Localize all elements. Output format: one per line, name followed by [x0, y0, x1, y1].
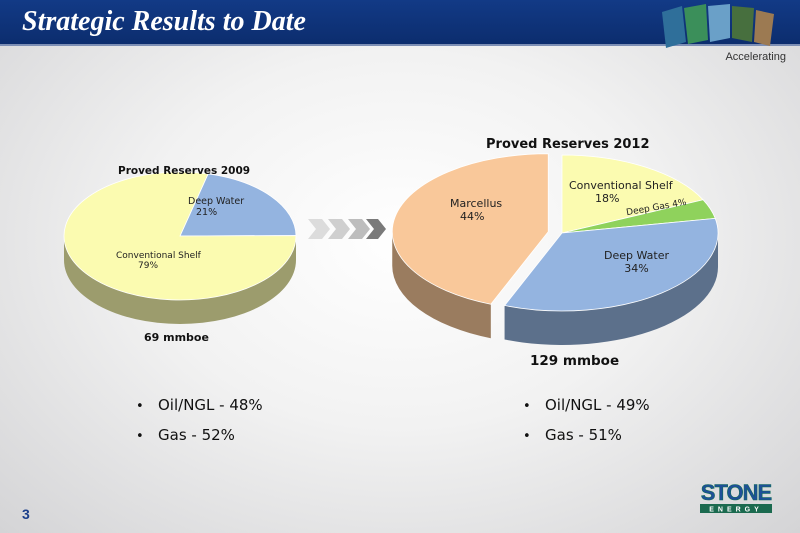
slice-label-deep-water-2012: Deep Water 34%	[604, 249, 670, 275]
pie-2009	[63, 171, 297, 324]
bullet-item: Gas - 52%	[136, 426, 263, 444]
slice-label-marcellus: Marcellus 44%	[450, 197, 503, 223]
stone-energy-logo: STONE ENERGY	[700, 480, 773, 514]
slice-conventional-shelf	[63, 171, 297, 301]
bullets-2012: Oil/NGL - 49% Gas - 51%	[523, 396, 650, 456]
slice-side-marcellus	[392, 231, 491, 339]
slice-conventional-shelf	[561, 154, 704, 234]
slide-title: Strategic Results to Date	[22, 6, 306, 37]
image-strip	[662, 4, 774, 48]
chart-title-2009: Proved Reserves 2009	[118, 165, 251, 177]
total-2009: 69 mmboe	[144, 331, 209, 344]
bullet-item: Oil/NGL - 48%	[136, 396, 263, 414]
total-2012: 129 mmboe	[530, 353, 620, 369]
header-divider	[0, 44, 800, 46]
tagline: Accelerating	[725, 51, 786, 63]
slice-side-conventional-shelf	[64, 236, 296, 324]
arrow-chevrons	[308, 219, 386, 239]
slice-deep-water	[179, 173, 297, 237]
page-number: 3	[22, 506, 30, 522]
slice-side-deep-water	[504, 233, 719, 345]
pie-2012	[391, 153, 719, 345]
svg-text:ENERGY: ENERGY	[709, 507, 763, 514]
bullet-item: Gas - 51%	[523, 426, 650, 444]
slice-deep-water	[503, 217, 719, 312]
bullets-2009: Oil/NGL - 48% Gas - 52%	[136, 396, 263, 456]
chart-title-2012: Proved Reserves 2012	[486, 137, 650, 152]
slice-marcellus	[391, 153, 549, 305]
svg-text:STONE: STONE	[701, 480, 772, 505]
bullet-item: Oil/NGL - 49%	[523, 396, 650, 414]
slice-label-conventional-shelf-2012: Conventional Shelf 18%	[569, 179, 673, 205]
slice-label-deep-water-2009: Deep Water 21%	[188, 196, 245, 218]
slice-label-conventional-shelf-2009: Conventional Shelf 79%	[116, 251, 201, 271]
